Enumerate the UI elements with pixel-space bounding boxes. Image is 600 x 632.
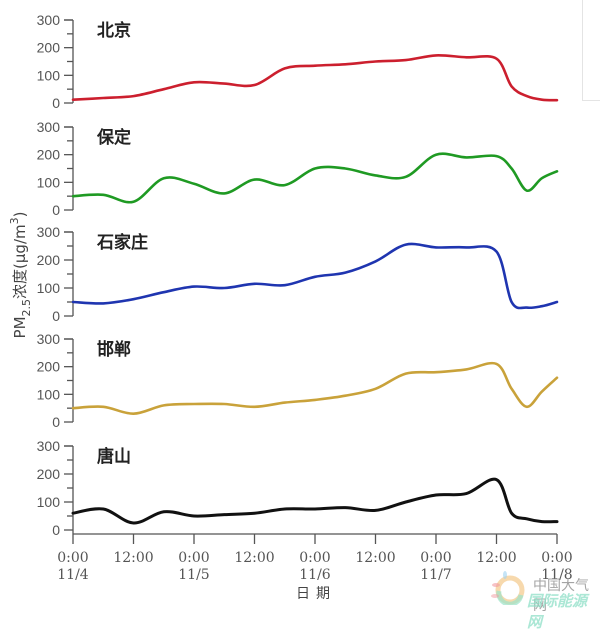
y-tick-label: 0	[52, 414, 60, 430]
panel-3: 0 100 200 300 石家庄	[37, 224, 559, 324]
y-tick-label: 100	[37, 386, 61, 402]
y-tick-label: 0	[52, 95, 60, 111]
y-tick-label: 100	[37, 280, 61, 296]
pm25-stacked-line-chart: 0 100 200 300 北京 0 100 200 300 保定 0 100 200 300 石家庄 0 10…	[8, 0, 600, 631]
watermark-logo-icon	[491, 571, 525, 605]
y-tick-label: 0	[52, 308, 60, 324]
y-tick-label: 300	[37, 12, 61, 28]
y-tick-label: 100	[37, 494, 61, 510]
x-tick-time: 0:00	[541, 550, 572, 566]
panel-title: 唐山	[97, 446, 131, 467]
x-tick-date: 11/8	[541, 567, 572, 583]
panel-title: 邯郸	[97, 339, 131, 360]
watermark: 中国大气网 国际能源网	[485, 565, 600, 631]
x-tick-date: 11/4	[57, 567, 89, 583]
x-tick-time: 0:00	[178, 550, 209, 566]
x-tick-time: 12:00	[234, 550, 274, 566]
series-line-1	[71, 54, 559, 102]
y-tick-label: 100	[37, 174, 61, 190]
y-tick-label: 100	[37, 67, 61, 83]
y-tick-label: 200	[37, 252, 61, 268]
x-tick-date: 11/5	[178, 567, 209, 583]
x-tick-time: 0:00	[57, 550, 88, 566]
panel-5: 0 100 200 300 唐山	[37, 438, 559, 538]
panel-2: 0 100 200 300 保定	[37, 119, 559, 218]
x-tick-time: 0:00	[299, 550, 330, 566]
x-tick-time: 12:00	[355, 550, 395, 566]
panel-1: 0 100 200 300 北京	[37, 12, 559, 111]
y-tick-label: 200	[37, 466, 61, 482]
y-tick-label: 200	[37, 359, 61, 375]
series-line-3	[71, 242, 559, 310]
watermark-text-2: 国际能源网	[527, 592, 588, 631]
panel-title: 石家庄	[96, 232, 148, 253]
x-tick-date: 11/6	[299, 567, 331, 583]
x-tick-time: 12:00	[476, 550, 516, 566]
y-tick-label: 0	[52, 202, 60, 218]
chart-canvas: 0 100 200 300 北京 0 100 200 300 保定 0 100 200 300 石家庄 0 10…	[8, 12, 573, 602]
y-tick-label: 300	[37, 331, 61, 347]
corner-frame	[582, 0, 600, 101]
x-tick-time: 12:00	[113, 550, 153, 566]
panel-4: 0 100 200 300 邯郸	[37, 331, 559, 430]
series-line-2	[71, 152, 559, 204]
y-axis-label: PM2.5浓度(μg/m3)	[8, 212, 33, 339]
x-axis-label: 日期	[296, 586, 336, 602]
y-tick-label: 300	[37, 224, 61, 240]
x-tick-time: 0:00	[420, 550, 451, 566]
series-line-4	[71, 361, 559, 416]
y-tick-label: 300	[37, 438, 61, 454]
panel-title: 保定	[96, 127, 131, 148]
y-tick-label: 200	[37, 40, 61, 56]
series-line-5	[71, 477, 559, 525]
x-tick-date: 11/7	[420, 567, 451, 583]
y-tick-label: 0	[52, 522, 60, 538]
panel-title: 北京	[97, 20, 131, 41]
y-tick-label: 300	[37, 119, 61, 135]
y-tick-label: 200	[37, 147, 61, 163]
